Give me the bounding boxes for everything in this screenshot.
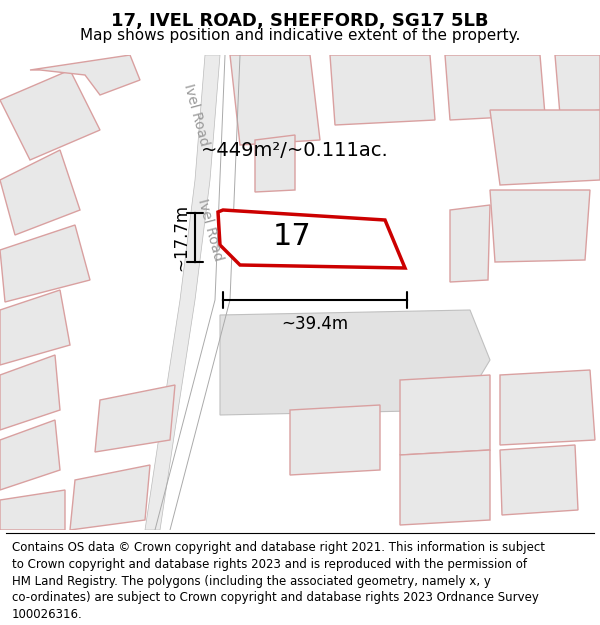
Polygon shape (0, 150, 80, 235)
Text: ~449m²/~0.111ac.: ~449m²/~0.111ac. (201, 141, 389, 159)
Polygon shape (0, 355, 60, 430)
Polygon shape (70, 465, 150, 530)
Polygon shape (218, 210, 405, 268)
Text: Ivel Road: Ivel Road (195, 198, 225, 262)
Polygon shape (500, 445, 578, 515)
Text: HM Land Registry. The polygons (including the associated geometry, namely x, y: HM Land Registry. The polygons (includin… (12, 574, 491, 588)
Polygon shape (400, 375, 490, 455)
Polygon shape (95, 385, 175, 452)
Text: co-ordinates) are subject to Crown copyright and database rights 2023 Ordnance S: co-ordinates) are subject to Crown copyr… (12, 591, 539, 604)
Polygon shape (255, 135, 295, 192)
Polygon shape (0, 225, 90, 302)
Polygon shape (445, 55, 545, 120)
Text: 17, IVEL ROAD, SHEFFORD, SG17 5LB: 17, IVEL ROAD, SHEFFORD, SG17 5LB (111, 12, 489, 30)
Text: ~39.4m: ~39.4m (281, 315, 349, 333)
Polygon shape (330, 55, 435, 125)
Polygon shape (30, 55, 140, 95)
Polygon shape (0, 490, 65, 530)
Text: 100026316.: 100026316. (12, 608, 83, 621)
Polygon shape (290, 405, 380, 475)
Polygon shape (220, 310, 490, 415)
Polygon shape (230, 55, 320, 145)
Polygon shape (500, 370, 595, 445)
Text: to Crown copyright and database rights 2023 and is reproduced with the permissio: to Crown copyright and database rights 2… (12, 558, 527, 571)
Polygon shape (490, 190, 590, 262)
Text: Contains OS data © Crown copyright and database right 2021. This information is : Contains OS data © Crown copyright and d… (12, 541, 545, 554)
Text: Map shows position and indicative extent of the property.: Map shows position and indicative extent… (80, 28, 520, 43)
Polygon shape (490, 110, 600, 185)
Polygon shape (0, 420, 60, 490)
Polygon shape (0, 70, 100, 160)
Polygon shape (145, 55, 220, 530)
Polygon shape (400, 450, 490, 525)
Polygon shape (450, 205, 490, 282)
Polygon shape (555, 55, 600, 115)
Text: 17: 17 (272, 222, 311, 251)
Text: ~17.7m: ~17.7m (172, 204, 190, 271)
Polygon shape (0, 290, 70, 365)
Text: Ivel Road: Ivel Road (181, 82, 211, 148)
